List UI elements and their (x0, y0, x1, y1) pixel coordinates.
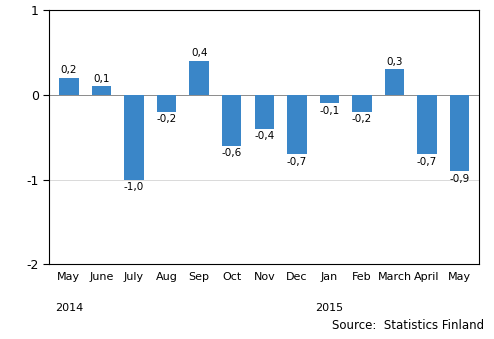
Text: Source:  Statistics Finland: Source: Statistics Finland (332, 319, 484, 332)
Bar (222, 95, 242, 146)
Bar (254, 95, 274, 129)
Text: -1,0: -1,0 (124, 182, 144, 192)
Text: 0,4: 0,4 (191, 48, 207, 59)
Bar (157, 95, 176, 112)
Text: -0,6: -0,6 (222, 148, 242, 158)
Text: 0,1: 0,1 (93, 74, 110, 84)
Bar (59, 78, 79, 95)
Bar (92, 86, 111, 95)
Text: -0,4: -0,4 (254, 132, 274, 141)
Bar (450, 95, 469, 171)
Text: -0,7: -0,7 (417, 157, 437, 167)
Bar (385, 69, 404, 95)
Bar (320, 95, 339, 103)
Bar (417, 95, 437, 154)
Bar (352, 95, 371, 112)
Text: -0,2: -0,2 (157, 115, 177, 124)
Text: 2014: 2014 (55, 303, 83, 313)
Text: -0,9: -0,9 (450, 174, 470, 184)
Text: -0,2: -0,2 (352, 115, 372, 124)
Text: -0,7: -0,7 (287, 157, 307, 167)
Text: 0,3: 0,3 (386, 57, 403, 67)
Bar (189, 61, 209, 95)
Text: 2015: 2015 (315, 303, 343, 313)
Text: 0,2: 0,2 (61, 65, 77, 76)
Text: -0,1: -0,1 (319, 106, 339, 116)
Bar (287, 95, 307, 154)
Bar (124, 95, 144, 180)
